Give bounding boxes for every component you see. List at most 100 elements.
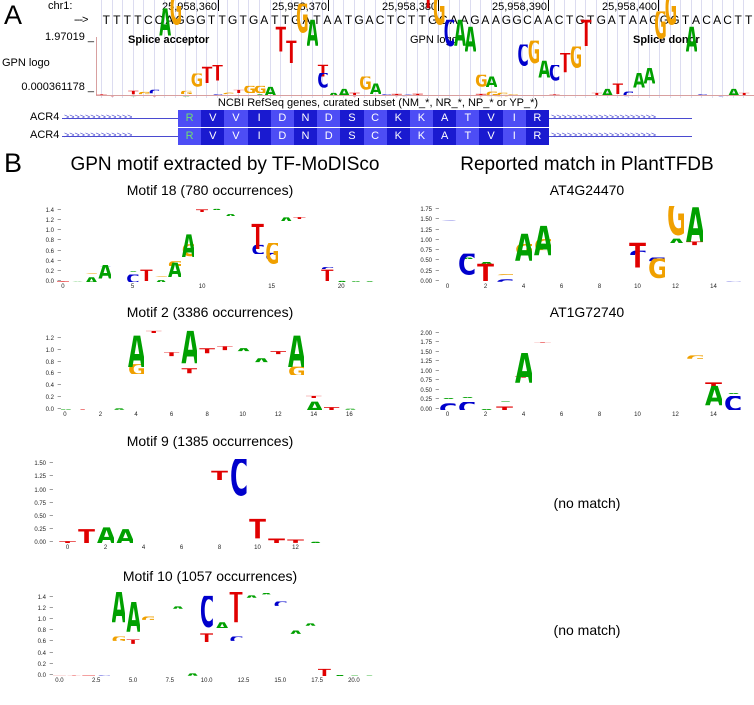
- logo-letter-T: T: [287, 540, 304, 543]
- y-axis-max-label: 1.97019 _: [45, 31, 94, 43]
- y-axis-tick-label: 0.0: [28, 278, 61, 285]
- ruler-gridline: [427, 0, 429, 98]
- amino-acid-cell: K: [409, 128, 434, 145]
- logo-letter-T: T: [317, 64, 329, 80]
- ruler-gridline: [543, 0, 545, 98]
- ruler-gridline: [322, 0, 324, 98]
- amino-acid-cell: I: [502, 110, 526, 127]
- dna-base: A: [607, 13, 616, 27]
- dna-base: A: [365, 13, 374, 27]
- amino-acid-cell: N: [293, 110, 318, 127]
- logo-stack: A: [572, 349, 589, 410]
- dna-base: G: [196, 13, 206, 27]
- amino-acid-cell: K: [386, 110, 410, 127]
- dna-base: A: [260, 13, 269, 27]
- logo-letter-T: T: [201, 66, 213, 90]
- dna-base: A: [713, 13, 722, 27]
- amino-acid-cell: S: [340, 110, 364, 127]
- dna-base: T: [587, 13, 595, 27]
- x-axis-tick-label: 12: [292, 545, 299, 551]
- amino-acid-cell: D: [270, 128, 294, 145]
- x-axis-tick-label: 2: [483, 284, 488, 290]
- amino-acid-cell: I: [247, 110, 271, 127]
- dna-base: G: [649, 13, 659, 27]
- logo-letter-T: T: [140, 270, 153, 282]
- logo-stack: T: [286, 41, 298, 96]
- match-title-at4g24470: AT4G24470: [549, 182, 625, 198]
- logo-stack: A: [307, 19, 319, 96]
- logo-letter-A: A: [154, 280, 167, 282]
- logo-stack: GA: [168, 258, 181, 282]
- logo-letter-T: T: [252, 330, 269, 410]
- y-axis-tick-label: 1.50: [406, 349, 439, 356]
- y-axis-tick-label: 1.4: [20, 594, 53, 601]
- x-axis-tick-label: 4: [521, 284, 526, 290]
- logo-stack: CT: [274, 598, 287, 676]
- logo-plot-area: ACACAATTATAAACCCTAGATAACAC: [438, 330, 742, 410]
- y-axis-tick-label: 0.6: [28, 248, 61, 255]
- gene-name-row-1[interactable]: ACR4: [30, 129, 60, 141]
- dna-base: T: [386, 13, 395, 27]
- logo-letter-A: A: [724, 393, 741, 394]
- logo-letter-G: G: [141, 617, 154, 620]
- amino-acid-cell: V: [201, 128, 225, 145]
- logo-letter-A: A: [454, 19, 466, 56]
- logo-letter-G: G: [648, 259, 665, 282]
- logo-letter-A: A: [328, 93, 340, 96]
- dna-base: A: [449, 13, 458, 27]
- logo-stack: T: [307, 209, 320, 282]
- logo-letter-A: A: [515, 353, 532, 410]
- amino-acid-cell: V: [224, 110, 248, 127]
- logo-letter-A: A: [633, 72, 645, 93]
- gene-track: ACR4 ACR4 >>>>>>>>>>>>> >>>>>>>>>>>>>>>>>…: [0, 110, 754, 148]
- x-axis-tick-label: 7.5: [165, 678, 174, 684]
- logo-stack: TA: [705, 378, 722, 410]
- amino-acid-cell: N: [293, 128, 318, 145]
- logo-letter-T: T: [238, 206, 251, 282]
- logo-stack: A: [553, 348, 570, 410]
- ruler-gridline: [732, 0, 734, 98]
- logo-stack: TA: [270, 347, 286, 410]
- logo-letter-G: G: [496, 92, 508, 96]
- logo-letter-T: T: [629, 243, 646, 277]
- dna-base: C: [375, 13, 385, 27]
- logo-letter-C: C: [211, 459, 228, 543]
- logo-letter-T: T: [286, 40, 297, 72]
- logo-stack: GA: [686, 351, 703, 410]
- logo-letter-T: T: [293, 217, 306, 219]
- ruler-gridline: [627, 0, 629, 98]
- logo-letter-C: C: [156, 592, 169, 676]
- logo-letter-A: A: [485, 76, 498, 89]
- logo-letter-A: A: [458, 397, 475, 398]
- ruler-gridline: [669, 0, 671, 98]
- logo-stack: T: [92, 408, 109, 411]
- y-axis-tick-label: 0.8: [28, 359, 61, 366]
- logo-letter-T: T: [515, 376, 532, 377]
- logo-letter-C: C: [648, 258, 665, 262]
- x-axis-tick-label: 6: [169, 412, 174, 418]
- y-axis: 0.0 0.2 0.4 0.6 0.8 1.0 1.2 1.4: [20, 588, 53, 688]
- logo-letter-C: C: [553, 206, 570, 282]
- logo-letter-G: G: [496, 275, 513, 276]
- x-axis-tick-label: 14: [710, 412, 717, 418]
- logo-letter-T: T: [610, 206, 627, 282]
- logo-stack: T: [249, 519, 266, 543]
- logo-letter-A: A: [264, 86, 277, 96]
- logo-letter-T: T: [581, 19, 592, 56]
- ruler-gridline: [743, 0, 745, 98]
- ruler-gridline: [501, 0, 503, 98]
- logo-letter-T: T: [648, 330, 665, 410]
- logo-stack: T: [78, 527, 95, 543]
- logo-letter-T: T: [233, 90, 245, 93]
- logo-letter-A: A: [572, 330, 589, 410]
- logo-letter-T: T: [496, 406, 513, 410]
- ruler-gridline: [153, 0, 155, 98]
- logo-letter-A: A: [335, 281, 348, 282]
- logo-stack: T: [591, 90, 603, 96]
- gene-name-row-0[interactable]: ACR4: [30, 111, 60, 123]
- logo-letter-C: C: [265, 253, 278, 259]
